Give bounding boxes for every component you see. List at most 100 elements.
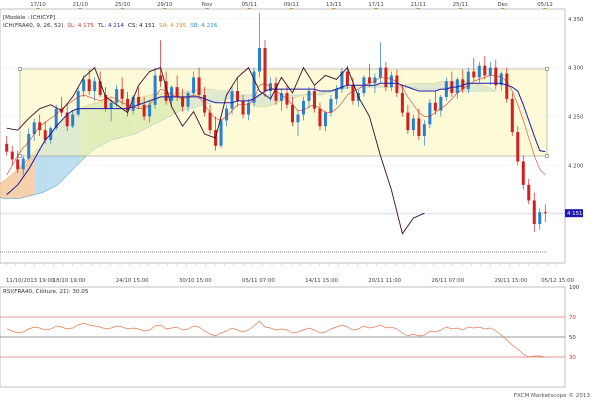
candle-up [22, 158, 25, 169]
indicator-value: CS: 4 151 [128, 23, 156, 29]
candle-down [16, 159, 19, 169]
candle-up [93, 81, 96, 91]
candle-up [231, 91, 234, 109]
candle-down [522, 161, 525, 184]
candle-down [494, 68, 497, 86]
candle-up [154, 75, 157, 104]
price-tick-label: 4 250 [568, 114, 584, 120]
top-date-label: 21/11 [410, 2, 426, 8]
candle-up [423, 124, 426, 136]
candle-down [209, 113, 212, 131]
candle-down [417, 118, 420, 136]
range-handle [546, 155, 549, 158]
candle-up [71, 115, 74, 127]
candle-down [346, 72, 349, 86]
price-tick-label: 4 300 [568, 66, 584, 72]
top-date-label: 17/10 [30, 2, 46, 8]
top-date-label: 13/11 [326, 2, 342, 8]
candle-down [351, 85, 354, 101]
candle-down [533, 200, 536, 223]
indicator-value: SA: 4 195 [159, 23, 187, 29]
candle-down [511, 99, 514, 132]
candle-up [148, 105, 151, 117]
candle-down [483, 66, 486, 76]
candle-down [242, 101, 245, 115]
candle-down [368, 77, 371, 83]
candle-down [11, 152, 14, 160]
candle-down [461, 79, 464, 89]
candle-down [313, 91, 316, 109]
candle-up [220, 120, 223, 145]
candle-up [77, 91, 80, 114]
bottom-date-label: 30/10 15:00 [179, 278, 212, 284]
rsi-tick-label: 70 [569, 315, 576, 321]
candle-up [187, 93, 190, 107]
candle-down [176, 87, 179, 97]
candle-down [5, 144, 8, 152]
candle-down [121, 89, 124, 99]
candle-up [428, 103, 431, 124]
candle-up [110, 103, 113, 109]
candle-down [263, 48, 266, 91]
candle-up [115, 89, 118, 103]
candle-down [527, 185, 530, 201]
top-date-label: Dec [498, 2, 508, 8]
candle-down [472, 72, 475, 78]
candle-down [143, 105, 146, 117]
indicator-value: SB: 4 226 [190, 23, 218, 29]
candle-up [329, 99, 332, 113]
range-handle [546, 68, 549, 71]
top-date-label: 21/10 [72, 2, 88, 8]
indicator-value: TL: 4 214 [97, 23, 125, 29]
rsi-tick-label: 30 [569, 355, 576, 361]
candle-up [27, 134, 30, 158]
range-handle [19, 68, 22, 71]
candle-up [379, 68, 382, 78]
indicator-value: ICH(FRA40, 9, 26, 52) [3, 23, 63, 29]
candle-up [258, 48, 261, 71]
candle-up [225, 109, 228, 121]
top-date-label: 29/10 [157, 2, 173, 8]
candle-down [203, 95, 206, 113]
candle-up [412, 118, 415, 130]
bottom-date-label: 14/11 15:00 [305, 278, 338, 284]
candle-down [291, 105, 294, 123]
top-date-label: 05/12 [537, 2, 553, 8]
candle-up [467, 72, 470, 90]
candle-down [236, 91, 239, 101]
candle-down [318, 109, 321, 127]
top-date-label: 17/11 [368, 2, 384, 8]
bottom-date-label: 05/11 07:00 [242, 278, 275, 284]
candle-up [192, 77, 195, 93]
indicator-value: SL: 4 175 [67, 23, 94, 29]
candle-up [489, 68, 492, 76]
candle-down [395, 75, 398, 93]
current-price-label: 4 151 [567, 211, 582, 217]
candle-up [335, 89, 338, 99]
candle-down [137, 97, 140, 105]
range-handle [19, 155, 22, 158]
candle-up [456, 79, 459, 93]
candle-up [82, 79, 85, 91]
rsi-tick-label: 50 [569, 335, 576, 341]
candle-down [88, 79, 91, 91]
candle-up [390, 75, 393, 87]
bottom-date-label: 20/11 11:00 [368, 278, 401, 284]
rsi-tick-label: 100 [569, 285, 580, 291]
instrument-label: [Modèle : ICHICYP] [3, 14, 55, 21]
candle-up [324, 113, 327, 127]
candle-down [544, 212, 547, 213]
candle-up [296, 115, 299, 123]
bottom-date-label: 29/11 15:00 [494, 278, 527, 284]
watermark: FXCM Marketscope © 2013 [514, 392, 591, 399]
top-date-label: 09/11 [284, 2, 300, 8]
price-tick-label: 4 200 [568, 163, 584, 169]
candle-down [198, 77, 201, 95]
top-date-label: 25/11 [453, 2, 469, 8]
candle-down [401, 93, 404, 113]
bottom-date-label: 18/10 19:00 [53, 278, 86, 284]
top-date-label: 05/11 [241, 2, 257, 8]
bottom-date-label: 05/12 15:00 [541, 278, 574, 284]
